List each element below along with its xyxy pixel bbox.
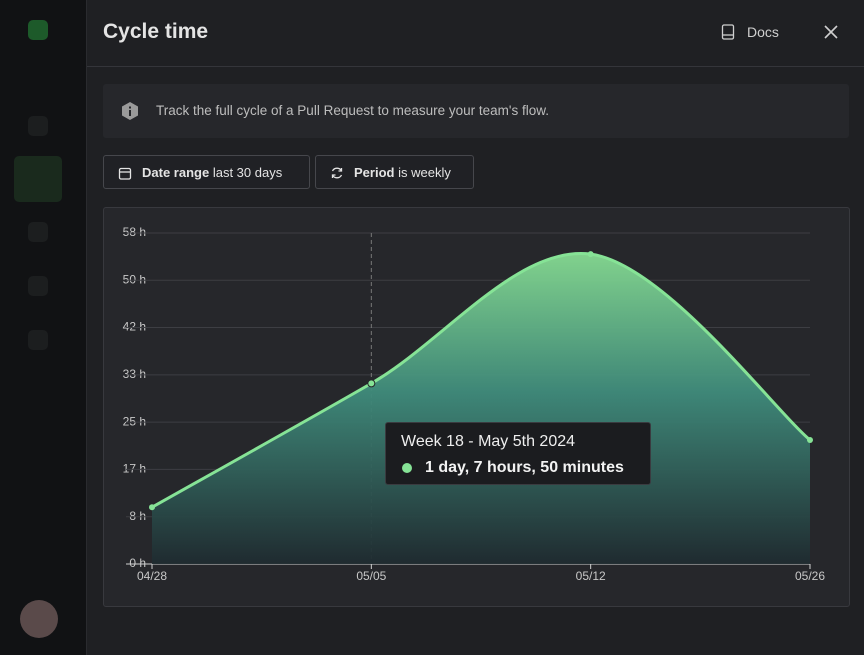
point (807, 437, 813, 444)
x-tick-label: 04/28 (137, 569, 167, 583)
x-tick-label: 05/12 (576, 569, 606, 583)
filter-label: Period (354, 165, 395, 180)
logo[interactable] (28, 20, 48, 40)
docs-link[interactable]: Docs (747, 24, 779, 40)
y-tick-label: 0 h (129, 556, 146, 570)
line (151, 252, 811, 509)
nav-icon[interactable] (28, 116, 48, 136)
y-tick-label: 33 h (123, 367, 146, 381)
point (149, 504, 155, 511)
nav-icon[interactable] (28, 330, 48, 350)
tooltip-value: 1 day, 7 hours, 50 minutes (425, 459, 624, 476)
header: Cycle time Docs (87, 0, 864, 67)
title: Cycle time (103, 20, 209, 43)
y-tick-label: 50 h (123, 272, 146, 286)
filter-label: Date range (142, 165, 210, 180)
tooltip-marker (402, 463, 412, 473)
point (367, 379, 376, 388)
info-text: Track the full cycle of a Pull Request t… (156, 103, 549, 118)
y-tick-label: 8 h (129, 509, 146, 523)
filter-value: last 30 days (212, 165, 283, 180)
x-tick-label: 05/05 (356, 569, 386, 583)
calendar-icon (118, 167, 132, 180)
nav-icon[interactable] (28, 276, 48, 296)
period-button[interactable]: Period is weekly (315, 155, 474, 189)
filter-value: is weekly (398, 165, 451, 180)
y-tick-label: 42 h (123, 320, 146, 334)
y-tick-label: 25 h (123, 414, 146, 428)
info-box: Track the full cycle of a Pull Request t… (103, 84, 849, 138)
sidebar (0, 0, 87, 655)
chart: 0 h 8 h 17 h 25 h 33 h 42 h 50 h 58 h 04/28 05/05… (123, 225, 826, 583)
refresh-icon (331, 167, 343, 179)
point (587, 251, 594, 258)
avatar[interactable] (20, 600, 58, 638)
info-icon (122, 102, 138, 120)
y-tick-label: 17 h (123, 462, 146, 476)
nav-icon[interactable] (28, 222, 48, 242)
chart-panel: 0 h 8 h 17 h 25 h 33 h 42 h 50 h 58 h 04/28 05/05… (103, 207, 850, 607)
area (152, 253, 810, 564)
tooltip-title: Week 18 - May 5th 2024 (401, 433, 576, 450)
close-button[interactable] (824, 25, 838, 39)
tooltip: Week 18 - May 5th 2024 1 day, 7 hours, 5… (385, 422, 651, 485)
date-range-button[interactable]: Date range last 30 days (103, 155, 310, 189)
x-tick-label: 05/26 (795, 569, 825, 583)
y-tick-label: 58 h (123, 225, 146, 239)
docs-icon (721, 24, 735, 40)
nav-icon-active[interactable] (14, 156, 62, 202)
